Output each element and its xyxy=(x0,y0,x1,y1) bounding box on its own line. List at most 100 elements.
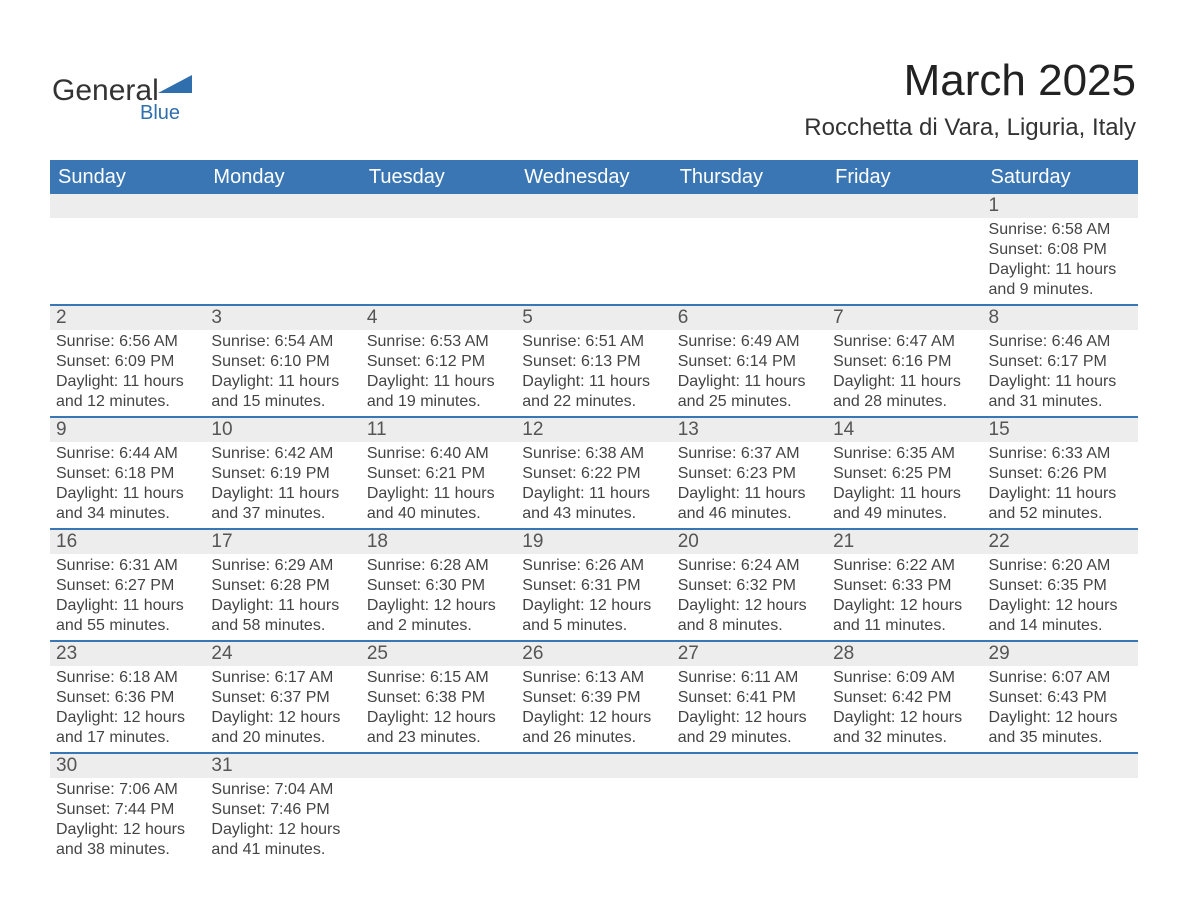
day-detail-row: Sunrise: 6:44 AMSunset: 6:18 PMDaylight:… xyxy=(50,442,1138,529)
sunrise-line: Sunrise: 6:47 AM xyxy=(833,332,976,352)
daylight-line: Daylight: 12 hours and 29 minutes. xyxy=(678,708,821,748)
day-number: 14 xyxy=(833,419,854,440)
day-detail-cell: Sunrise: 6:09 AMSunset: 6:42 PMDaylight:… xyxy=(827,666,982,753)
day-detail-row: Sunrise: 6:58 AMSunset: 6:08 PMDaylight:… xyxy=(50,218,1138,305)
day-number-row: 9101112131415 xyxy=(50,417,1138,442)
day-detail-cell: Sunrise: 6:31 AMSunset: 6:27 PMDaylight:… xyxy=(50,554,205,641)
day-number-cell: 7 xyxy=(827,305,982,330)
sunrise-line: Sunrise: 6:56 AM xyxy=(56,332,199,352)
sunrise-line: Sunrise: 6:53 AM xyxy=(367,332,510,352)
day-detail-cell xyxy=(827,218,982,305)
day-detail-cell: Sunrise: 6:18 AMSunset: 6:36 PMDaylight:… xyxy=(50,666,205,753)
day-number-cell: 9 xyxy=(50,417,205,442)
sunrise-line: Sunrise: 6:28 AM xyxy=(367,556,510,576)
day-number-cell: 10 xyxy=(205,417,360,442)
sunset-line: Sunset: 6:21 PM xyxy=(367,464,510,484)
day-number: 4 xyxy=(367,307,378,328)
day-number: 28 xyxy=(833,643,854,664)
day-detail-cell xyxy=(205,218,360,305)
sunrise-line: Sunrise: 7:04 AM xyxy=(211,780,354,800)
day-number: 6 xyxy=(678,307,689,328)
daylight-line: Daylight: 11 hours and 28 minutes. xyxy=(833,372,976,412)
day-number: 3 xyxy=(211,307,222,328)
day-number-cell: 4 xyxy=(361,305,516,330)
day-number-cell: 17 xyxy=(205,529,360,554)
daylight-line: Daylight: 11 hours and 25 minutes. xyxy=(678,372,821,412)
day-detail-cell: Sunrise: 6:22 AMSunset: 6:33 PMDaylight:… xyxy=(827,554,982,641)
day-number: 11 xyxy=(367,419,387,440)
day-detail-cell: Sunrise: 6:51 AMSunset: 6:13 PMDaylight:… xyxy=(516,330,671,417)
day-number: 17 xyxy=(211,531,232,552)
day-number-cell: 23 xyxy=(50,641,205,666)
day-number: 5 xyxy=(522,307,533,328)
sunset-line: Sunset: 6:32 PM xyxy=(678,576,821,596)
day-number: 24 xyxy=(211,643,232,664)
sunset-line: Sunset: 6:10 PM xyxy=(211,352,354,372)
day-detail-cell xyxy=(516,218,671,305)
sunset-line: Sunset: 6:42 PM xyxy=(833,688,976,708)
sunset-line: Sunset: 6:13 PM xyxy=(522,352,665,372)
sunset-line: Sunset: 6:25 PM xyxy=(833,464,976,484)
day-number-cell: 27 xyxy=(672,641,827,666)
day-number-cell: 22 xyxy=(983,529,1138,554)
day-detail-cell: Sunrise: 6:37 AMSunset: 6:23 PMDaylight:… xyxy=(672,442,827,529)
sunset-line: Sunset: 6:27 PM xyxy=(56,576,199,596)
page: General Blue March 2025 Rocchetta di Var… xyxy=(0,0,1188,918)
sunrise-line: Sunrise: 6:20 AM xyxy=(989,556,1132,576)
sunrise-line: Sunrise: 6:26 AM xyxy=(522,556,665,576)
day-detail-cell xyxy=(361,218,516,305)
day-detail-cell: Sunrise: 6:28 AMSunset: 6:30 PMDaylight:… xyxy=(361,554,516,641)
day-detail-cell: Sunrise: 6:26 AMSunset: 6:31 PMDaylight:… xyxy=(516,554,671,641)
sunrise-line: Sunrise: 6:54 AM xyxy=(211,332,354,352)
sunset-line: Sunset: 6:33 PM xyxy=(833,576,976,596)
day-number-cell xyxy=(672,753,827,778)
sunrise-line: Sunrise: 6:15 AM xyxy=(367,668,510,688)
logo-triangle-icon xyxy=(158,73,192,93)
day-detail-cell: Sunrise: 6:13 AMSunset: 6:39 PMDaylight:… xyxy=(516,666,671,753)
day-number: 31 xyxy=(211,755,232,776)
day-number-cell: 14 xyxy=(827,417,982,442)
daylight-line: Daylight: 11 hours and 43 minutes. xyxy=(522,484,665,524)
day-detail-cell: Sunrise: 6:35 AMSunset: 6:25 PMDaylight:… xyxy=(827,442,982,529)
daylight-line: Daylight: 12 hours and 38 minutes. xyxy=(56,820,199,860)
day-detail-cell xyxy=(361,778,516,864)
sunset-line: Sunset: 6:39 PM xyxy=(522,688,665,708)
day-number: 7 xyxy=(833,307,844,328)
logo-text-blue: Blue xyxy=(140,102,247,125)
sunset-line: Sunset: 6:18 PM xyxy=(56,464,199,484)
day-number-cell: 21 xyxy=(827,529,982,554)
daylight-line: Daylight: 12 hours and 2 minutes. xyxy=(367,596,510,636)
sunset-line: Sunset: 7:46 PM xyxy=(211,800,354,820)
day-detail-cell xyxy=(672,778,827,864)
sunrise-line: Sunrise: 6:46 AM xyxy=(989,332,1132,352)
col-wednesday: Wednesday xyxy=(516,160,671,194)
sunset-line: Sunset: 6:17 PM xyxy=(989,352,1132,372)
day-detail-cell xyxy=(827,778,982,864)
day-detail-cell xyxy=(50,218,205,305)
daylight-line: Daylight: 11 hours and 49 minutes. xyxy=(833,484,976,524)
day-number: 13 xyxy=(678,419,699,440)
sunset-line: Sunset: 6:23 PM xyxy=(678,464,821,484)
day-number-cell: 24 xyxy=(205,641,360,666)
day-number-cell: 13 xyxy=(672,417,827,442)
page-title: March 2025 xyxy=(804,56,1136,106)
daylight-line: Daylight: 12 hours and 20 minutes. xyxy=(211,708,354,748)
daylight-line: Daylight: 11 hours and 55 minutes. xyxy=(56,596,199,636)
day-number-cell: 26 xyxy=(516,641,671,666)
day-detail-cell: Sunrise: 6:54 AMSunset: 6:10 PMDaylight:… xyxy=(205,330,360,417)
day-detail-cell: Sunrise: 6:38 AMSunset: 6:22 PMDaylight:… xyxy=(516,442,671,529)
sunset-line: Sunset: 6:35 PM xyxy=(989,576,1132,596)
day-number-row: 23242526272829 xyxy=(50,641,1138,666)
sunrise-line: Sunrise: 6:07 AM xyxy=(989,668,1132,688)
sunrise-line: Sunrise: 6:29 AM xyxy=(211,556,354,576)
day-number-cell: 2 xyxy=(50,305,205,330)
day-number: 21 xyxy=(833,531,854,552)
day-number-row: 1 xyxy=(50,194,1138,218)
day-detail-cell: Sunrise: 6:07 AMSunset: 6:43 PMDaylight:… xyxy=(983,666,1138,753)
day-number-cell: 19 xyxy=(516,529,671,554)
day-detail-row: Sunrise: 6:18 AMSunset: 6:36 PMDaylight:… xyxy=(50,666,1138,753)
sunrise-line: Sunrise: 6:37 AM xyxy=(678,444,821,464)
day-detail-cell: Sunrise: 6:58 AMSunset: 6:08 PMDaylight:… xyxy=(983,218,1138,305)
day-number: 10 xyxy=(211,419,232,440)
sunrise-line: Sunrise: 7:06 AM xyxy=(56,780,199,800)
